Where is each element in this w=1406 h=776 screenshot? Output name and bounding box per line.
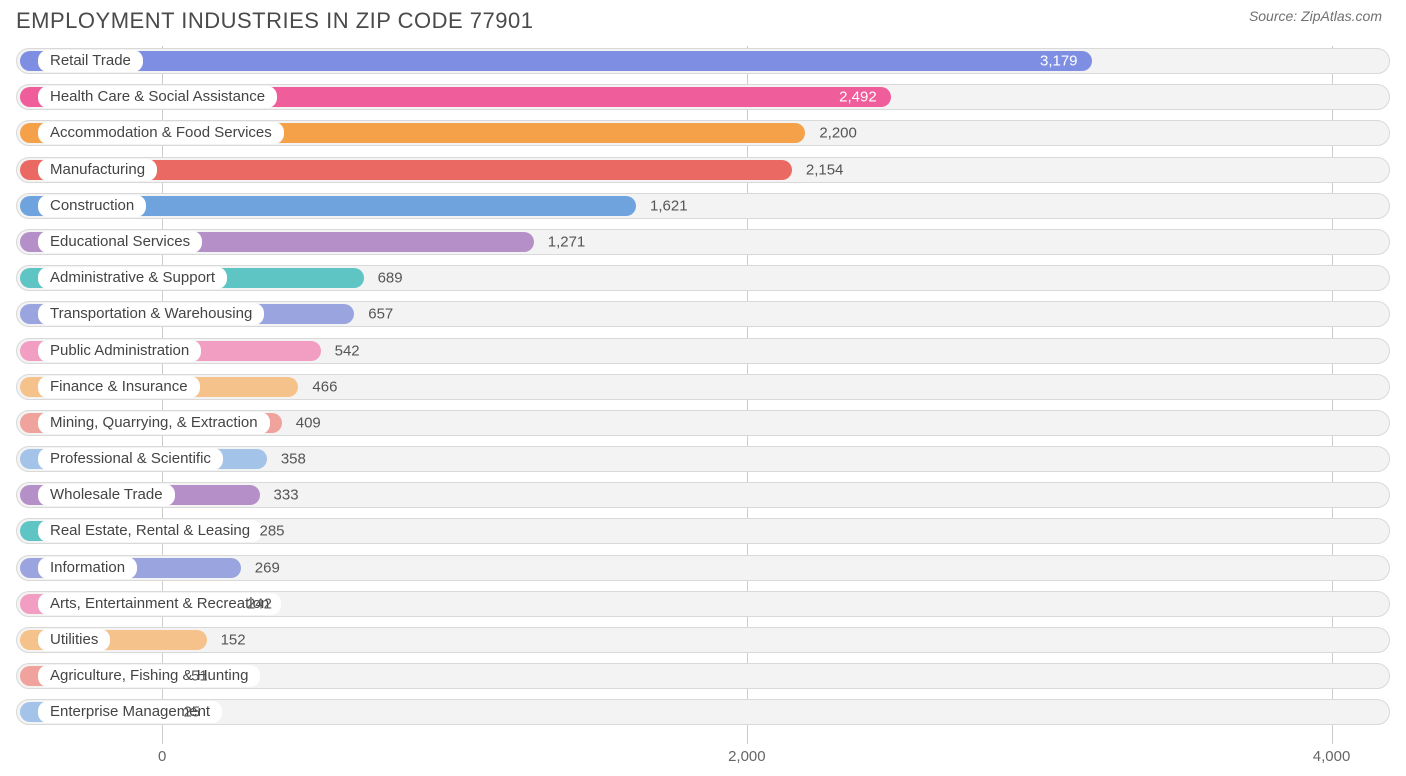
bar-row: Educational Services 1,271 — [16, 227, 1390, 257]
bar-row: Enterprise Management25 — [16, 697, 1390, 727]
value-label: 285 — [259, 523, 284, 540]
category-label: Retail Trade — [38, 50, 143, 72]
value-label: 25 — [183, 704, 200, 721]
category-label: Transportation & Warehousing — [38, 303, 264, 325]
bar-row: Retail Trade 3,179 — [16, 46, 1390, 76]
bar-row: Health Care & Social Assistance 2,492 — [16, 82, 1390, 112]
category-label: Administrative & Support — [38, 267, 227, 289]
x-axis: 0 2,000 4,000 — [16, 746, 1390, 770]
bar-row: Arts, Entertainment & Recreation242 — [16, 589, 1390, 619]
value-label: 409 — [296, 414, 321, 431]
chart-source: Source: ZipAtlas.com — [1249, 8, 1382, 24]
category-label: Utilities — [38, 629, 110, 651]
value-label: 269 — [255, 559, 280, 576]
category-label: Health Care & Social Assistance — [38, 86, 277, 108]
x-tick-label: 2,000 — [728, 748, 766, 765]
x-tick-label: 0 — [158, 748, 166, 765]
source-prefix: Source: — [1249, 8, 1301, 24]
bar-row: Mining, Quarrying, & Extraction 409 — [16, 408, 1390, 438]
category-label: Educational Services — [38, 231, 202, 253]
category-label: Accommodation & Food Services — [38, 122, 284, 144]
bar — [20, 51, 1092, 71]
category-label: Information — [38, 557, 137, 579]
value-label: 333 — [274, 487, 299, 504]
x-tick-label: 4,000 — [1313, 748, 1351, 765]
chart-header: EMPLOYMENT INDUSTRIES IN ZIP CODE 77901 … — [0, 0, 1406, 38]
value-label: 689 — [378, 270, 403, 287]
bar-row: Manufacturing 2,154 — [16, 155, 1390, 185]
category-label: Manufacturing — [38, 159, 157, 181]
bar-row: Transportation & Warehousing 657 — [16, 299, 1390, 329]
category-label: Agriculture, Fishing & Hunting — [38, 665, 260, 687]
category-label: Professional & Scientific — [38, 448, 223, 470]
chart-plot: Retail Trade 3,179 Health Care & Social As… — [16, 46, 1390, 744]
value-label: 657 — [368, 306, 393, 323]
value-label: 466 — [312, 378, 337, 395]
bar-track — [16, 699, 1390, 725]
value-label: 51 — [191, 668, 208, 685]
category-label: Real Estate, Rental & Leasing — [38, 520, 262, 542]
bar-row: Utilities 152 — [16, 625, 1390, 655]
chart-area: Retail Trade 3,179 Health Care & Social As… — [0, 38, 1406, 770]
bar-row: Construction 1,621 — [16, 191, 1390, 221]
value-label: 3,179 — [1040, 53, 1078, 70]
value-label: 542 — [335, 342, 360, 359]
bar-row: Professional & Scientific 358 — [16, 444, 1390, 474]
value-label: 2,154 — [806, 161, 844, 178]
value-label: 2,492 — [839, 89, 877, 106]
category-label: Arts, Entertainment & Recreation — [38, 593, 281, 615]
category-label: Finance & Insurance — [38, 376, 200, 398]
value-label: 1,621 — [650, 197, 688, 214]
bar-row: Accommodation & Food Services 2,200 — [16, 118, 1390, 148]
value-label: 1,271 — [548, 233, 586, 250]
bar-row: Real Estate, Rental & Leasing285 — [16, 516, 1390, 546]
bar-row: Agriculture, Fishing & Hunting51 — [16, 661, 1390, 691]
category-label: Construction — [38, 195, 146, 217]
chart-title: EMPLOYMENT INDUSTRIES IN ZIP CODE 77901 — [16, 8, 534, 34]
value-label: 152 — [221, 632, 246, 649]
value-label: 2,200 — [819, 125, 857, 142]
bar-row: Wholesale Trade 333 — [16, 480, 1390, 510]
value-label: 242 — [247, 595, 272, 612]
category-label: Public Administration — [38, 340, 201, 362]
bar-row: Administrative & Support 689 — [16, 263, 1390, 293]
bar-row: Finance & Insurance 466 — [16, 372, 1390, 402]
category-label: Mining, Quarrying, & Extraction — [38, 412, 270, 434]
category-label: Wholesale Trade — [38, 484, 175, 506]
bar-row: Public Administration 542 — [16, 336, 1390, 366]
bar-row: Information 269 — [16, 553, 1390, 583]
value-label: 358 — [281, 451, 306, 468]
source-name: ZipAtlas.com — [1301, 8, 1382, 24]
